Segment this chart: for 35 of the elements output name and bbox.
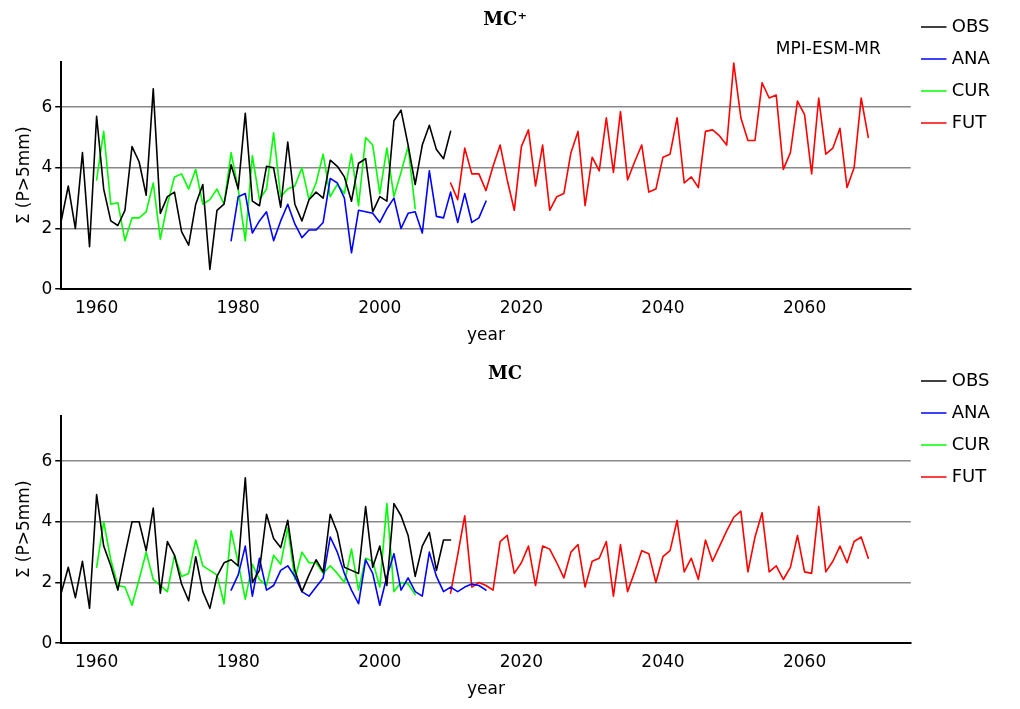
x-tick-label: 2060 xyxy=(782,650,827,671)
x-tick-label: 2060 xyxy=(782,296,827,317)
legend-label: CUR xyxy=(951,432,990,454)
y-axis-title: Σ (P>5mm) xyxy=(12,480,33,579)
x-axis-title: year xyxy=(467,324,505,345)
legend-label: OBS xyxy=(951,14,990,36)
x-axis-title: year xyxy=(467,678,505,699)
legend-label: OBS xyxy=(951,368,990,390)
y-tick-label: 0 xyxy=(41,277,53,298)
x-tick-label: 2000 xyxy=(358,296,402,317)
legend-label: FUT xyxy=(951,110,988,132)
y-tick-label: 0 xyxy=(41,631,53,652)
x-tick-label: 1980 xyxy=(216,650,260,671)
y-axis-title: Σ (P>5mm) xyxy=(12,126,33,225)
chart-title: MC xyxy=(487,362,523,384)
x-tick-label: 1960 xyxy=(74,650,119,671)
legend-label: FUT xyxy=(951,464,988,486)
legend-label: CUR xyxy=(951,78,990,100)
y-tick-label: 2 xyxy=(41,570,53,591)
y-tick-label: 4 xyxy=(41,156,53,177)
x-tick-label: 2040 xyxy=(641,650,685,671)
x-tick-label: 2020 xyxy=(499,650,544,671)
text: MPI-ESM-MR xyxy=(775,37,881,58)
y-tick-label: 6 xyxy=(41,95,53,116)
y-tick-label: 4 xyxy=(41,510,53,531)
legend-label: ANA xyxy=(951,46,991,68)
x-tick-label: 1980 xyxy=(216,296,260,317)
chart-title: MC⁺ xyxy=(483,8,527,30)
legend-label: ANA xyxy=(951,400,991,422)
x-tick-label: 2020 xyxy=(499,296,544,317)
x-tick-label: 2040 xyxy=(641,296,685,317)
y-tick-label: 6 xyxy=(41,449,53,470)
x-tick-label: 2000 xyxy=(358,650,402,671)
y-tick-label: 2 xyxy=(41,216,53,237)
x-tick-label: 1960 xyxy=(74,296,119,317)
